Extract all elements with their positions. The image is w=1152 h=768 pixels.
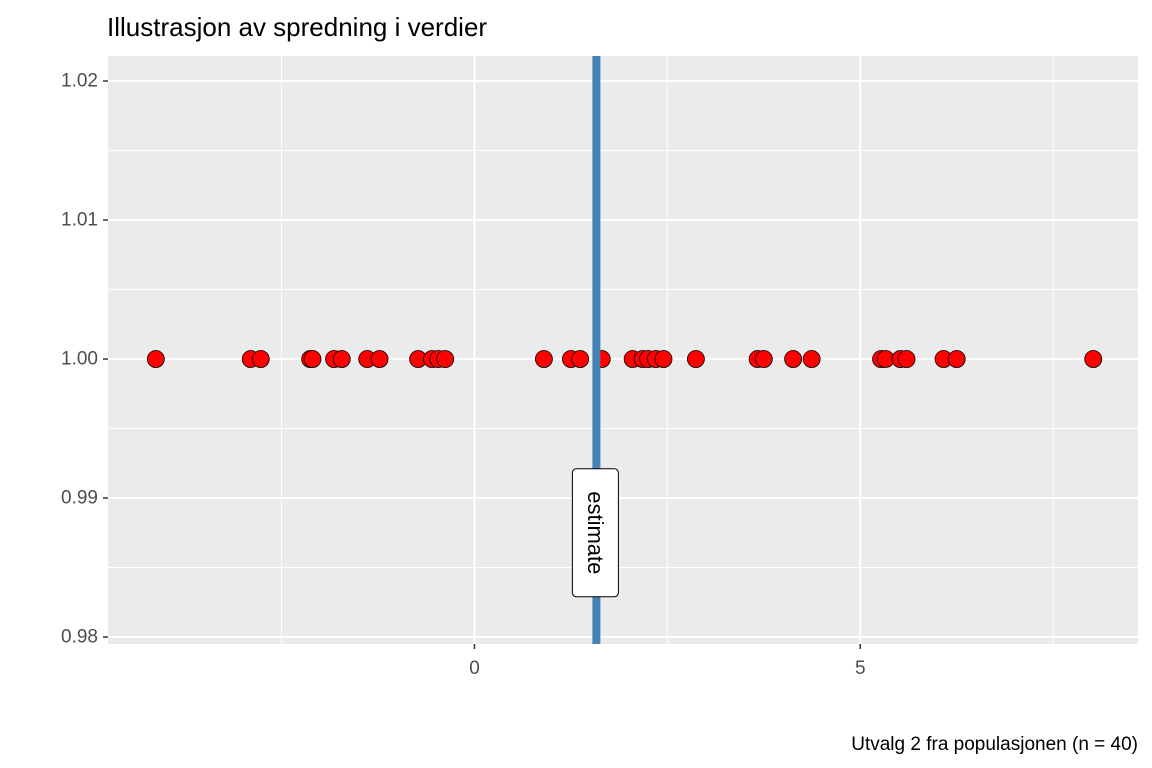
data-point [436,350,455,368]
data-point [897,350,916,368]
y-axis: 0.98 0.99 1.00 1.01 1.02 [61,71,108,648]
data-point [535,350,553,368]
y-tick-label: 1.02 [61,71,98,92]
data-point [146,350,165,368]
chart-title: Illustrasjon av spredning i verdier [107,12,487,42]
data-point [571,350,590,368]
minor-grid [108,56,1138,644]
data-point [654,350,673,368]
data-point [1084,350,1103,368]
x-tick-label: 0 [469,658,480,679]
data-point [251,350,270,368]
data-point [370,350,389,368]
data-point [802,350,821,368]
data-point [303,350,322,368]
data-points [146,350,1103,368]
data-point [332,350,351,368]
data-point [784,350,803,368]
plot-panel [108,56,1138,644]
y-tick-label: 0.99 [61,488,98,509]
y-tick-label: 1.01 [61,210,98,231]
data-point [754,350,773,368]
y-tick-label: 1.00 [61,349,98,370]
chart-caption: Utvalg 2 fra populasjonen (n = 40) [851,734,1138,755]
data-point [947,350,966,368]
x-tick-label: 5 [855,658,866,679]
estimate-label: estimate [583,491,608,574]
estimate-label-box [571,468,619,598]
major-grid [108,56,1138,644]
data-point [687,350,705,368]
y-tick-label: 0.98 [61,627,98,648]
estimate-annotation: estimate [571,468,619,598]
